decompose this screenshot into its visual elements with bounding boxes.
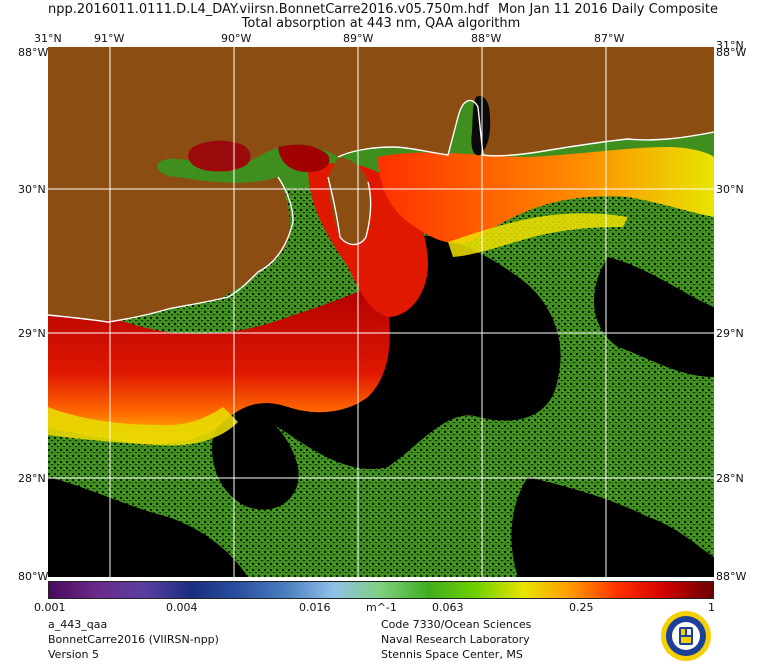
lon-label-90w: 90°W — [221, 32, 252, 45]
footer-region: BonnetCarre2016 (VIIRSN-npp) — [48, 633, 219, 646]
lat-label-31n-top: 31°N — [34, 32, 62, 45]
land-louisiana-mississippi — [48, 47, 714, 321]
corner-label-top-right: 88°W — [716, 46, 747, 59]
footer-version: Version 5 — [48, 648, 99, 661]
colorbar-label-025: 0.25 — [569, 601, 594, 614]
footer-product: a_443_qaa — [48, 618, 108, 631]
lat-label-30n-left: 30°N — [18, 183, 46, 196]
lat-label-28n-left: 28°N — [18, 472, 46, 485]
coastal-plume-sound — [378, 147, 714, 244]
lon-label-88w: 88°W — [471, 32, 502, 45]
colorbar-units: m^-1 — [366, 601, 397, 614]
land-delta-finger — [328, 157, 371, 245]
corner-label-bottom-right: 88°W — [716, 570, 747, 583]
lake-borgne — [278, 144, 330, 172]
lon-label-89w: 89°W — [343, 32, 374, 45]
satellite-map[interactable] — [48, 47, 714, 577]
map-date: Mon Jan 11 2016 Daily Composite — [498, 2, 719, 17]
lat-label-31n-right: 31°N — [716, 39, 744, 52]
coastal-plume-edge-yellow — [448, 213, 628, 257]
lon-label-87w: 87°W — [594, 32, 625, 45]
colorbar-label-0004: 0.004 — [166, 601, 198, 614]
footer-code: Code 7330/Ocean Sciences — [381, 618, 532, 631]
lat-label-29n-left: 29°N — [18, 327, 46, 340]
mobile-bay — [471, 96, 491, 156]
lake-pontchartrain — [188, 140, 251, 172]
colorbar-label-1: 1 — [708, 601, 715, 614]
nrl-seal-icon — [660, 610, 712, 662]
map-filename: npp.2016011.0111.D.L4_DAY.viirsn.BonnetC… — [48, 2, 489, 17]
corner-label-bottom-left: 80°W — [18, 570, 49, 583]
lon-label-91w: 91°W — [94, 32, 125, 45]
map-subtitle: Total absorption at 443 nm, QAA algorith… — [241, 16, 521, 31]
lat-label-30n-right: 30°N — [716, 183, 744, 196]
footer-lab: Naval Research Laboratory — [381, 633, 530, 646]
nodata-cloud-east — [594, 257, 714, 377]
nodata-cloud-southeast — [511, 477, 714, 577]
footer-right: Code 7330/Ocean Sciences Naval Research … — [381, 617, 531, 662]
coastal-plume-west — [48, 287, 390, 444]
coastline — [48, 99, 714, 323]
graticule — [48, 47, 714, 577]
lat-label-29n-right: 29°N — [716, 327, 744, 340]
lat-label-28n-right: 28°N — [716, 472, 744, 485]
footer-location: Stennis Space Center, MS — [381, 648, 523, 661]
nodata-cloud-south — [48, 477, 248, 577]
colorbar-label-0001: 0.001 — [34, 601, 66, 614]
corner-label-top-left: 88°W — [18, 46, 49, 59]
map-canvas — [48, 47, 714, 577]
coastal-plume-shelf-yellow — [48, 407, 238, 446]
colorbar-label-0016: 0.016 — [299, 601, 331, 614]
footer-left: a_443_qaa BonnetCarre2016 (VIIRSN-npp) V… — [48, 617, 219, 662]
colorbar — [48, 581, 714, 599]
colorbar-label-0063: 0.063 — [432, 601, 464, 614]
